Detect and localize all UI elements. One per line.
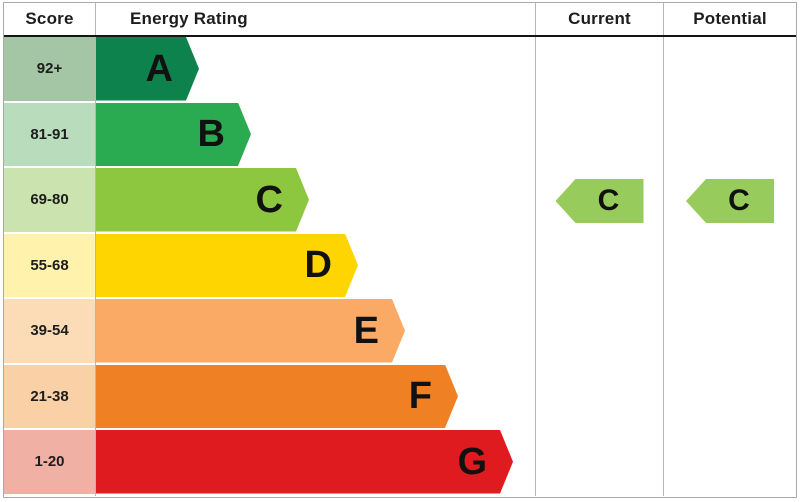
band-bar-b: B [96,103,251,167]
band-row-c: 69-80 C C C [4,168,796,234]
band-letter-c: C [255,178,283,221]
score-range-d: 55-68 [4,233,95,297]
current-rating-arrow-icon: C [555,179,644,223]
current-rating-value: C [597,184,620,217]
band-bar-a: A [96,37,199,101]
band-bar-e: E [96,299,405,363]
band-letter-f: F [408,375,432,418]
band-letter-g: G [457,440,487,483]
potential-rating-arrow-icon: C [686,179,774,223]
band-row-g: 1-20 G [4,430,796,496]
score-range-c: 69-80 [4,168,95,232]
epc-energy-rating-chart: Score Energy Rating Current Potential 92… [3,2,797,498]
band-bar-c: C [96,168,309,232]
potential-column-header: Potential [693,9,767,28]
energy-rating-column-header: Energy Rating [96,3,536,35]
band-row-d: 55-68 D [4,233,796,299]
score-column-header: Score [4,3,96,35]
band-bar-f: F [96,365,458,429]
band-letter-e: E [353,309,379,352]
score-range-a: 92+ [4,37,95,101]
band-bar-g: G [96,430,513,494]
score-range-b: 81-91 [4,102,95,166]
score-range-e: 39-54 [4,299,95,363]
band-letter-d: D [304,244,332,287]
band-row-e: 39-54 E [4,299,796,365]
band-row-f: 21-38 F [4,364,796,430]
band-row-b: 81-91 B [4,102,796,168]
band-letter-b: B [197,113,225,156]
score-range-g: 1-20 [4,430,95,494]
band-letter-a: A [145,47,173,90]
band-row-a: 92+ A [4,37,796,103]
chart-header-row: Score Energy Rating Current Potential [4,3,796,37]
current-column-header: Current [536,3,664,35]
band-bar-d: D [96,234,358,298]
score-range-f: 21-38 [4,364,95,428]
potential-rating-value: C [728,184,750,217]
